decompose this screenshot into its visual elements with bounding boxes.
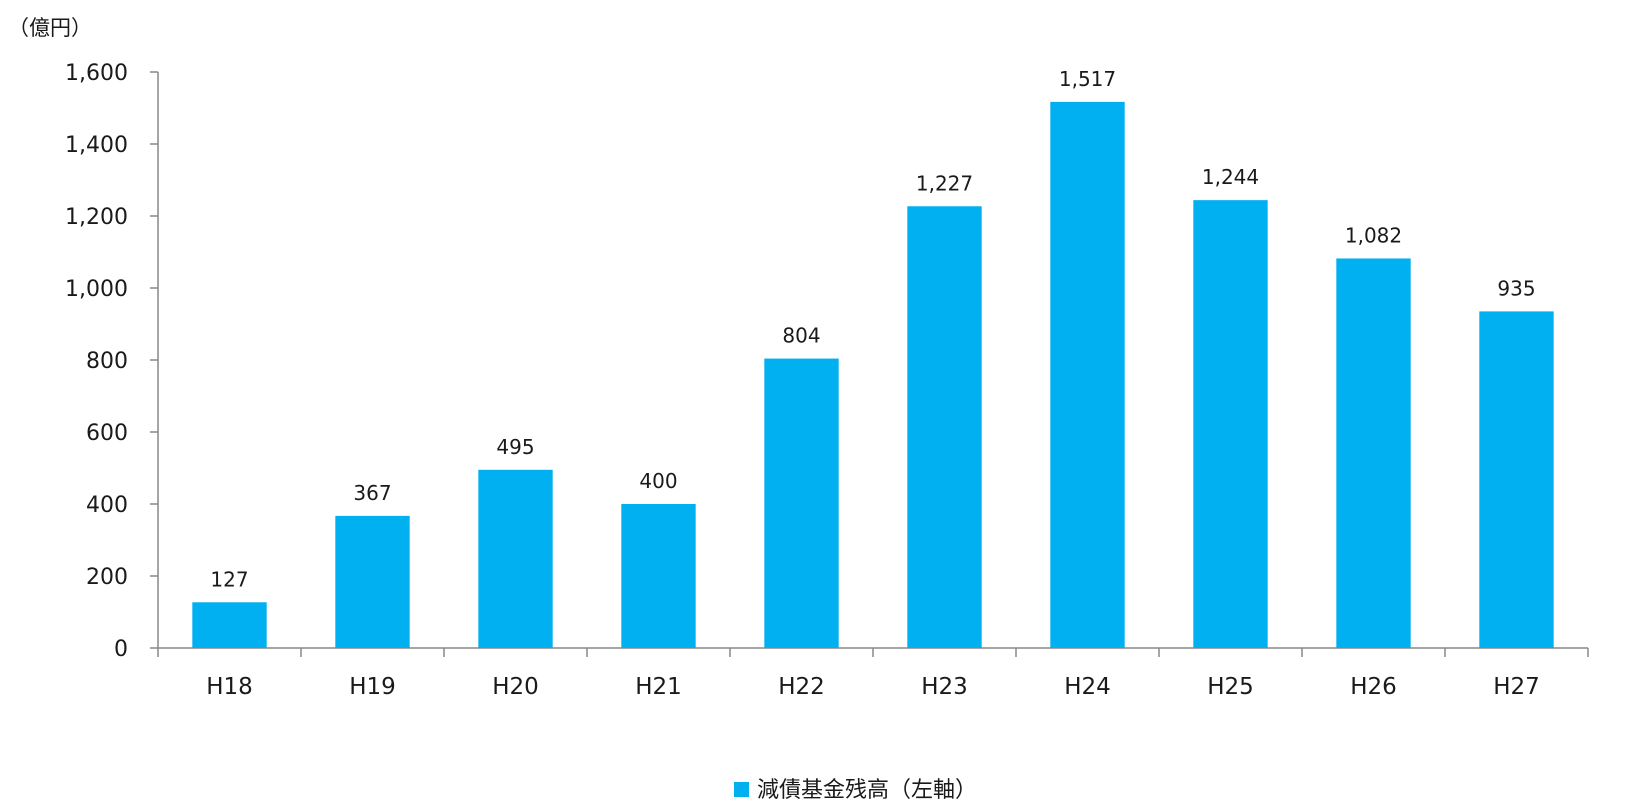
y-tick-label: 400 <box>86 493 128 518</box>
bar <box>621 504 696 648</box>
data-label: 367 <box>353 481 391 505</box>
bar <box>1050 101 1125 648</box>
bar-series: 127 367 495 400 804 1,227 1,517 1,244 1,082 935 <box>192 67 1554 648</box>
bar <box>764 358 839 648</box>
y-tick-label: 1,200 <box>65 205 128 230</box>
bar <box>1193 200 1268 648</box>
data-label: 495 <box>496 435 534 459</box>
data-label: 1,227 <box>916 171 973 195</box>
legend-label: 減債基金残高（左軸） <box>757 778 977 803</box>
y-unit-label: （億円） <box>8 16 92 40</box>
x-category-label: H20 <box>492 674 539 700</box>
y-tick-label: 0 <box>114 637 128 662</box>
data-label: 1,082 <box>1345 223 1402 247</box>
data-label: 935 <box>1497 276 1535 300</box>
x-category-label: H18 <box>206 674 253 700</box>
x-category-label: H25 <box>1207 674 1254 700</box>
x-category-label: H19 <box>349 674 396 700</box>
data-label: 1,244 <box>1202 165 1259 189</box>
y-tick-label: 800 <box>86 349 128 374</box>
data-label: 400 <box>639 469 677 493</box>
bar <box>335 515 410 648</box>
data-label: 1,517 <box>1059 67 1116 91</box>
x-category-label: H23 <box>921 674 968 700</box>
y-tick-label: 200 <box>86 565 128 590</box>
x-category-label: H22 <box>778 674 825 700</box>
y-tick-label: 600 <box>86 421 128 446</box>
bar <box>907 206 982 648</box>
bar <box>478 469 553 648</box>
bar <box>1336 258 1411 648</box>
x-category-label: H27 <box>1493 674 1540 700</box>
x-category-label: H21 <box>635 674 682 700</box>
data-label: 127 <box>210 567 248 591</box>
x-category-label: H24 <box>1064 674 1111 700</box>
bar <box>192 602 267 648</box>
y-tick-label: 1,000 <box>65 277 128 302</box>
x-axis: H18 H19 H20 H21 H22 H23 H24 H25 H26 H27 <box>157 647 1589 700</box>
legend: 減債基金残高（左軸） <box>734 778 977 803</box>
x-category-label: H26 <box>1350 674 1397 700</box>
y-axis: 0 200 400 600 800 1,000 1,200 1,400 1,600 <box>65 61 159 662</box>
data-label: 804 <box>782 324 820 348</box>
legend-swatch <box>734 782 749 797</box>
y-tick-label: 1,600 <box>65 61 128 86</box>
bar <box>1479 311 1554 648</box>
y-tick-label: 1,400 <box>65 133 128 158</box>
